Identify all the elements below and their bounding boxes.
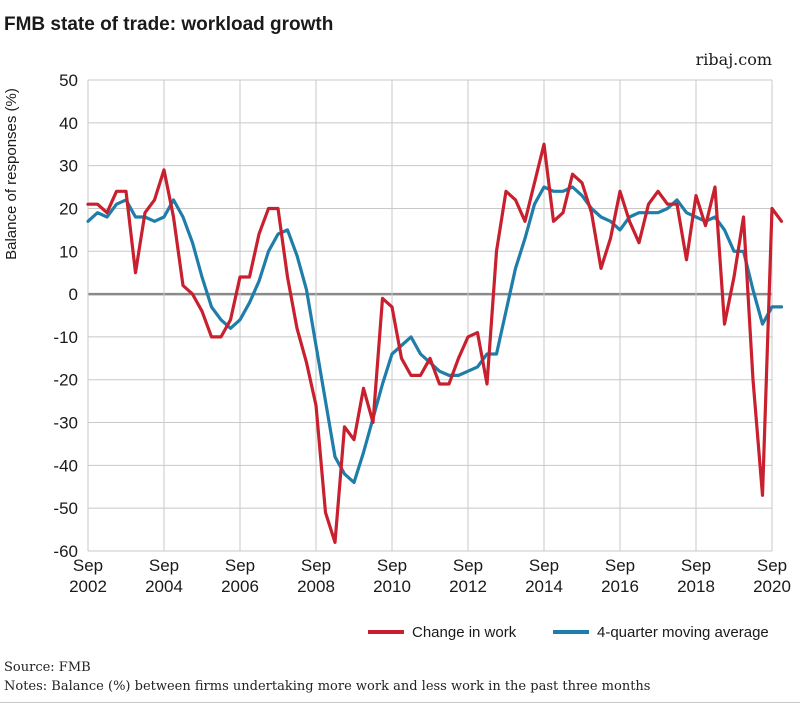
x-tick-month: Sep <box>301 556 331 575</box>
x-tick-month: Sep <box>681 556 711 575</box>
x-tick-month: Sep <box>605 556 635 575</box>
x-tick-year: 2016 <box>601 577 639 596</box>
y-tick-label: -20 <box>53 371 78 390</box>
legend: Change in work 4-quarter moving average <box>368 624 769 641</box>
y-tick-label: 50 <box>59 71 78 90</box>
notes-text: Notes: Balance (%) between firms underta… <box>4 679 651 694</box>
x-tick-year: 2014 <box>525 577 563 596</box>
series-line-moving-average <box>86 185 784 485</box>
x-tick-month: Sep <box>73 556 103 575</box>
brand-label: ribaj.com <box>695 50 772 69</box>
x-tick-year: 2004 <box>145 577 183 596</box>
y-axis-label: Balance of responses (%) <box>3 88 20 260</box>
y-tick-label: -10 <box>53 328 78 347</box>
legend-label-average: 4-quarter moving average <box>597 624 769 641</box>
y-tick-label: -30 <box>53 414 78 433</box>
y-tick-label: 20 <box>59 199 78 218</box>
x-tick-month: Sep <box>453 556 483 575</box>
y-tick-label: 10 <box>59 242 78 261</box>
series-line-change-in-work <box>86 142 784 545</box>
legend-label-change: Change in work <box>412 624 517 641</box>
chart-title: FMB state of trade: workload growth <box>4 14 334 35</box>
x-tick-year: 2008 <box>297 577 335 596</box>
footer-divider <box>0 702 800 703</box>
x-axis-ticks: Sep 2002 Sep 2004 Sep 2006 Sep 2008 Sep 2010 Sep 20… <box>69 556 791 596</box>
x-tick-year: 2010 <box>373 577 411 596</box>
y-tick-label: 40 <box>59 114 78 133</box>
grid-lines <box>87 79 773 552</box>
x-tick-year: 2012 <box>449 577 487 596</box>
x-tick-month: Sep <box>757 556 787 575</box>
y-tick-label: -60 <box>53 542 78 561</box>
y-tick-label: 0 <box>69 285 78 304</box>
x-tick-year: 2020 <box>753 577 791 596</box>
x-tick-month: Sep <box>377 556 407 575</box>
y-axis-ticks: 50 40 30 20 10 0 -10 -20 -30 -40 -50 -60 <box>53 71 78 561</box>
y-tick-label: -50 <box>53 499 78 518</box>
source-note: Source: FMB <box>4 660 91 675</box>
y-tick-label: 30 <box>59 157 78 176</box>
y-tick-label: -40 <box>53 456 78 475</box>
x-tick-year: 2002 <box>69 577 107 596</box>
x-tick-year: 2018 <box>677 577 715 596</box>
x-tick-month: Sep <box>225 556 255 575</box>
x-tick-year: 2006 <box>221 577 259 596</box>
x-tick-month: Sep <box>149 556 179 575</box>
series-lines <box>86 142 784 545</box>
x-tick-month: Sep <box>529 556 559 575</box>
